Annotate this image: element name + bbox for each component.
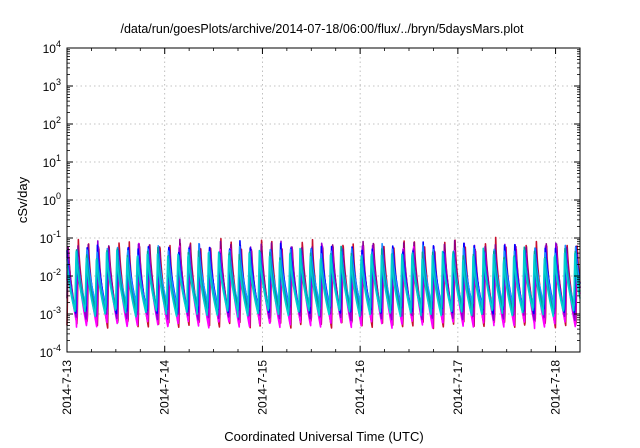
y-axis-ticks: 10-4 10-3 10-2 10-1 100 101 102 103 104: [40, 39, 580, 360]
chart-title: /data/run/goesPlots/archive/2014-07-18/0…: [120, 22, 524, 36]
y-tick-label: 104: [43, 39, 61, 56]
y-tick-label: 101: [43, 153, 61, 170]
y-tick-label: 10-3: [40, 305, 61, 322]
y-tick-label: 102: [43, 115, 61, 132]
x-tick-label: 2014-7-14: [158, 360, 172, 415]
y-tick-label: 10-2: [40, 267, 61, 284]
x-tick-label: 2014-7-15: [255, 360, 269, 415]
y-tick-label: 10-4: [40, 343, 61, 360]
x-tick-label: 2014-7-16: [353, 360, 367, 415]
x-axis-label: Coordinated Universal Time (UTC): [224, 429, 423, 444]
series-lines: [66, 236, 581, 330]
x-axis-ticks: 2014-7-13 2014-7-14 2014-7-15 2014-7-16 2014…: [60, 48, 563, 415]
y-tick-label: 100: [43, 191, 61, 208]
series-line: [66, 247, 581, 318]
y-tick-label: 103: [43, 77, 61, 94]
y-axis-label: cSv/day: [15, 176, 30, 223]
x-tick-label: 2014-7-17: [451, 360, 465, 415]
x-tick-label: 2014-7-13: [60, 360, 74, 415]
y-tick-label: 10-1: [40, 229, 61, 246]
x-tick-label: 2014-7-18: [549, 360, 563, 415]
